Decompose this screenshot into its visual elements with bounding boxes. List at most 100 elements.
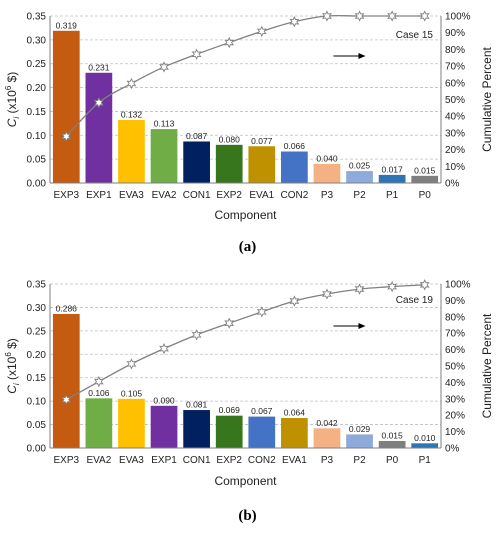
data-label: 0.080 <box>219 134 241 144</box>
y2-tick-label: 0% <box>445 444 460 455</box>
bar-p1 <box>411 443 439 448</box>
bar-eva1 <box>281 418 308 448</box>
y2-tick-label: 80% <box>445 45 465 56</box>
y2-tick-label: 50% <box>445 362 465 373</box>
y2-tick-label: 100% <box>445 280 471 291</box>
x-tick-label: EXP3 <box>54 455 80 466</box>
bar-p3 <box>313 163 341 183</box>
data-label: 0.081 <box>186 400 208 410</box>
x-tick-label: P0 <box>419 190 432 201</box>
y-tick-label: 0.05 <box>27 420 47 431</box>
data-label: 0.090 <box>153 395 175 405</box>
x-tick-label: P1 <box>419 455 432 466</box>
y-tick-label: 0.25 <box>27 59 47 70</box>
bar-exp3 <box>52 30 80 183</box>
cumulative-point <box>93 375 104 388</box>
data-label: 0.015 <box>381 430 403 440</box>
y2-tick-label: 20% <box>445 411 465 422</box>
cumulative-point <box>322 288 332 300</box>
x-tick-label: P2 <box>353 455 366 466</box>
panel-label: (a) <box>239 239 257 255</box>
data-label: 0.077 <box>251 136 273 146</box>
y-tick-label: 0.00 <box>27 444 47 455</box>
data-label: 0.132 <box>121 110 143 120</box>
data-label: 0.067 <box>251 406 273 416</box>
y-axis-label: Ci (x106 $) <box>4 72 21 128</box>
x-tick-label: EVA1 <box>249 190 274 201</box>
cumulative-point <box>322 10 332 22</box>
data-label: 0.066 <box>284 141 306 151</box>
cumulative-point <box>224 36 235 49</box>
bar-exp2 <box>215 144 243 183</box>
data-label: 0.029 <box>349 424 371 434</box>
x-tick-label: CON2 <box>280 190 308 201</box>
cumulative-point <box>191 48 202 60</box>
y2-tick-label: 70% <box>445 62 465 73</box>
bar-con2 <box>248 416 276 448</box>
data-label: 0.319 <box>56 20 78 30</box>
data-label: 0.010 <box>414 433 436 443</box>
bar-p2 <box>346 171 373 183</box>
x-tick-label: EVA3 <box>119 190 144 201</box>
bar-p2 <box>346 434 373 448</box>
x-tick-label: P3 <box>321 455 334 466</box>
x-tick-label: EVA3 <box>119 455 144 466</box>
x-tick-label: EVA1 <box>282 455 307 466</box>
y2-tick-label: 70% <box>445 329 465 340</box>
bar-eva3 <box>118 398 145 448</box>
data-label: 0.017 <box>381 164 403 174</box>
y-tick-label: 0.20 <box>27 83 47 94</box>
y2-tick-label: 20% <box>445 145 465 156</box>
x-tick-label: CON1 <box>183 190 211 201</box>
cumulative-point <box>191 329 202 341</box>
bar-con2 <box>281 151 308 183</box>
data-label: 0.064 <box>284 408 306 418</box>
y-tick-label: 0.20 <box>27 350 47 361</box>
x-tick-label: EXP3 <box>54 190 80 201</box>
cumulative-point <box>256 25 267 38</box>
cumulative-point <box>419 10 430 22</box>
cumulative-point <box>61 130 72 143</box>
x-tick-label: EVA2 <box>86 455 111 466</box>
y2-tick-label: 60% <box>445 78 465 89</box>
y2-axis-label: Cumulative Percent <box>480 313 494 418</box>
x-tick-label: CON2 <box>248 455 276 466</box>
y2-tick-label: 10% <box>445 162 465 173</box>
y2-tick-label: 30% <box>445 128 465 139</box>
y-tick-label: 0.15 <box>27 107 47 118</box>
case-label: Case 19 <box>396 295 434 306</box>
y-tick-label: 0.35 <box>27 12 47 23</box>
x-axis-label: Component <box>214 474 277 488</box>
case-label: Case 15 <box>396 30 434 41</box>
bar-exp1 <box>150 405 178 448</box>
y2-tick-label: 50% <box>445 95 465 106</box>
bar-eva2 <box>85 398 113 448</box>
y2-axis-label: Cumulative Percent <box>480 46 494 151</box>
cumulative-point <box>126 77 137 90</box>
data-label: 0.106 <box>88 388 110 398</box>
cumulative-point <box>61 393 72 406</box>
bar-eva3 <box>118 120 145 183</box>
y2-tick-label: 40% <box>445 112 465 123</box>
chart-panel-a: 0.00 0.05 0.10 0.15 0.20 0.25 0.30 0.35 0% 10% 20%… <box>4 10 494 255</box>
y-tick-label: 0.05 <box>27 155 47 166</box>
bar-exp3 <box>52 313 80 448</box>
cumulative-point <box>159 61 169 73</box>
x-tick-label: EXP1 <box>86 190 112 201</box>
cumulative-point <box>224 317 235 329</box>
y2-tick-label: 30% <box>445 394 465 405</box>
y-tick-label: 0.25 <box>27 326 47 337</box>
data-label: 0.105 <box>121 388 143 398</box>
cumulative-point <box>289 295 300 307</box>
bar-p1 <box>378 174 406 183</box>
y2-tick-label: 10% <box>445 427 465 438</box>
bar-eva2 <box>150 129 178 183</box>
bar-p0 <box>411 175 439 183</box>
y2-tick-label: 100% <box>445 12 471 23</box>
data-label: 0.025 <box>349 161 371 171</box>
data-label: 0.040 <box>316 153 338 163</box>
y2-tick-label: 80% <box>445 312 465 323</box>
x-tick-label: EVA2 <box>152 190 177 201</box>
cumulative-point <box>289 16 300 28</box>
x-tick-label: EXP2 <box>216 190 242 201</box>
